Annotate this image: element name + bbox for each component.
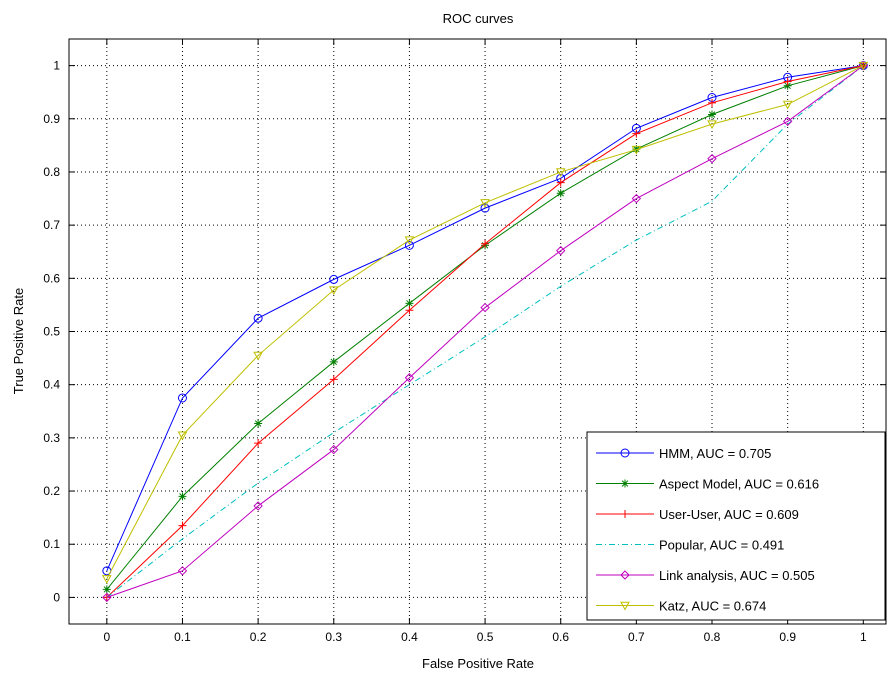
data-point	[782, 116, 793, 127]
data-point	[632, 145, 641, 154]
data-point	[177, 431, 188, 441]
series-2	[102, 61, 868, 602]
data-point	[254, 439, 263, 448]
data-point	[480, 199, 490, 208]
data-point	[329, 357, 338, 366]
series-line	[106, 65, 864, 572]
legend-marker	[621, 510, 629, 518]
data-point	[708, 98, 717, 107]
data-point	[555, 168, 566, 177]
legend-box	[586, 431, 886, 621]
data-point	[632, 129, 641, 138]
data-point	[556, 245, 566, 256]
data-point	[707, 153, 717, 164]
y-tick-label: 0.4	[43, 378, 60, 392]
y-tick-label: 0.8	[43, 165, 60, 179]
legend-marker	[620, 570, 630, 580]
y-tick-label: 0.3	[43, 431, 60, 445]
data-point	[783, 81, 792, 90]
data-point	[253, 501, 263, 511]
data-point	[328, 286, 339, 296]
data-point	[178, 521, 187, 530]
data-point	[253, 313, 263, 323]
x-tick-label: 0.4	[401, 630, 418, 644]
data-point	[102, 585, 111, 594]
data-point	[707, 120, 717, 130]
chart-title: ROC curves	[443, 11, 514, 26]
data-point	[254, 419, 263, 428]
y-axis-label: True Positive Rate	[11, 288, 26, 394]
series-line	[106, 65, 864, 598]
x-tick-label: 0.8	[704, 630, 721, 644]
data-point	[329, 274, 339, 284]
data-point	[404, 240, 414, 250]
y-tick-label: 1	[53, 59, 60, 73]
x-tick-label: 0.1	[174, 630, 191, 644]
legend-marker	[620, 448, 630, 458]
data-point	[858, 61, 869, 71]
legend-label: HMM, AUC = 0.705	[659, 446, 771, 461]
data-point	[178, 492, 187, 501]
legend: HMM, AUC = 0.705 Aspect Model, AUC = 0.61…	[586, 431, 886, 621]
x-tick-label: 0.3	[325, 630, 342, 644]
data-point	[631, 193, 642, 204]
data-point	[405, 306, 414, 315]
data-point	[631, 145, 642, 155]
x-tick-label: 0	[103, 630, 110, 644]
y-tick-label: 0.6	[43, 271, 60, 285]
x-axis-label: False Positive Rate	[422, 656, 534, 671]
series-layer	[101, 60, 869, 603]
data-point	[480, 203, 490, 213]
y-tick-label: 0.9	[43, 112, 60, 126]
series-line	[106, 65, 864, 580]
legend-label: Popular, AUC = 0.491	[659, 538, 784, 553]
data-point	[404, 373, 415, 383]
series-0	[102, 61, 868, 576]
legend-label: Link analysis, AUC = 0.505	[659, 568, 815, 583]
x-tick-label: 0.6	[552, 630, 569, 644]
data-point	[101, 575, 112, 584]
data-point	[404, 236, 415, 246]
data-point	[556, 189, 565, 198]
legend-label: Aspect Model, AUC = 0.616	[659, 477, 819, 492]
data-point	[102, 592, 112, 603]
series-line	[106, 65, 864, 598]
legend-label: User-User, AUC = 0.609	[659, 507, 799, 522]
data-point	[782, 100, 793, 110]
x-tick-label: 0.5	[477, 630, 494, 644]
data-point	[405, 299, 414, 308]
data-point	[480, 302, 490, 313]
data-point	[783, 77, 792, 86]
data-point	[481, 239, 490, 248]
data-point	[329, 375, 338, 384]
y-tick-label: 0	[53, 590, 60, 604]
legend-label: Katz, AUC = 0.674	[659, 599, 766, 614]
axis-ticks: 0 0.1 0.2 0.3 0.4 0.5 0.6 0.7 0.8 0.9 1 0 0.1 0.2 0.3 0…	[43, 39, 886, 644]
x-tick-label: 0.2	[250, 630, 267, 644]
x-tick-label: 0.7	[628, 630, 645, 644]
legend-marker	[621, 479, 629, 488]
data-point	[329, 444, 339, 455]
y-tick-label: 0.5	[43, 325, 60, 339]
x-tick-label: 0.9	[779, 630, 796, 644]
data-point	[708, 110, 717, 119]
y-tick-label: 0.1	[43, 537, 60, 551]
y-tick-label: 0.7	[43, 218, 60, 232]
data-point	[253, 351, 263, 361]
legend-marker	[620, 601, 630, 611]
series-5	[101, 61, 869, 584]
series-3	[106, 65, 864, 598]
data-point	[556, 178, 565, 187]
y-tick-label: 0.2	[43, 484, 60, 498]
data-point	[177, 393, 187, 403]
data-point	[177, 566, 188, 576]
x-tick-label: 1	[860, 630, 867, 644]
